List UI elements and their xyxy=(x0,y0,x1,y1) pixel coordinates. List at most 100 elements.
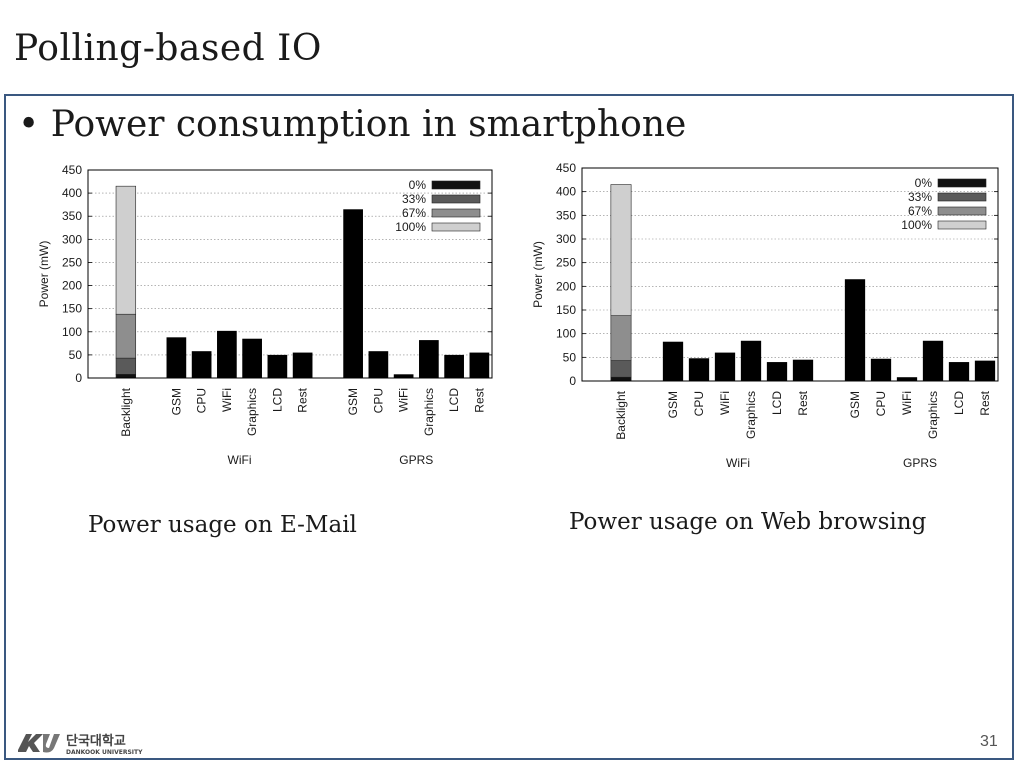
bar xyxy=(844,279,866,381)
y-tick-label: 300 xyxy=(62,232,82,246)
university-logo: 단국대학교 DANKOOK UNIVERSITY xyxy=(18,733,143,756)
dku-emblem-icon xyxy=(18,734,60,753)
legend-swatch xyxy=(431,180,481,190)
page-number: 31 xyxy=(980,733,998,750)
x-category-label: GSM xyxy=(169,388,183,415)
x-category-label: WiFi xyxy=(397,388,411,412)
legend-label: 0% xyxy=(915,176,933,190)
x-category-label: Backlight xyxy=(614,390,628,439)
x-category-label: Rest xyxy=(796,390,810,415)
content-frame xyxy=(4,94,1014,760)
x-category-label: WiFi xyxy=(220,388,234,412)
bar xyxy=(191,351,212,378)
legend-swatch xyxy=(431,208,481,218)
legend-label: 67% xyxy=(908,204,932,218)
bar-segment-33pct xyxy=(115,357,137,375)
y-tick-label: 150 xyxy=(556,303,576,317)
y-axis-title: Power (mW) xyxy=(531,241,545,308)
y-tick-label: 100 xyxy=(62,325,82,339)
y-tick-label: 150 xyxy=(62,302,82,316)
x-category-label: CPU xyxy=(874,391,888,416)
x-category-label: Rest xyxy=(978,390,992,415)
bar-segment-100pct xyxy=(610,184,632,316)
y-tick-label: 100 xyxy=(556,327,576,341)
legend-swatch xyxy=(937,192,987,202)
legend-swatch xyxy=(937,206,987,216)
y-axis-title: Power (mW) xyxy=(37,241,51,308)
plot-frame xyxy=(87,169,493,379)
x-category-label: LCD xyxy=(952,391,966,415)
bar xyxy=(419,340,439,378)
bar xyxy=(974,360,996,381)
x-category-label: GSM xyxy=(666,391,680,418)
bar-segment-0pct xyxy=(115,374,137,379)
web-chart-caption: Power usage on Web browsing xyxy=(569,509,927,535)
y-tick-label: 200 xyxy=(62,279,82,293)
legend-label: 100% xyxy=(901,218,932,232)
x-group-label: WiFi xyxy=(726,456,750,470)
bar xyxy=(166,337,187,378)
bar xyxy=(267,354,288,378)
x-category-label: Rest xyxy=(472,387,486,412)
bar xyxy=(343,209,363,378)
email-power-chart: 0 50 100 150 200 250 300 350 400 450 Power (mW) Bac… xyxy=(37,163,493,467)
x-category-label: LCD xyxy=(770,391,784,415)
legend-swatch xyxy=(431,194,481,204)
bar xyxy=(393,374,414,378)
x-category-label: Backlight xyxy=(119,387,133,436)
x-group-label: WiFi xyxy=(228,453,252,467)
bar xyxy=(368,351,389,378)
x-category-label: CPU xyxy=(195,388,209,413)
bar xyxy=(896,377,918,381)
x-category-label: Graphics xyxy=(926,391,940,439)
y-tick-label: 250 xyxy=(62,255,82,269)
bullet-point: • Power consumption in smartphone xyxy=(18,104,687,145)
legend-label: 33% xyxy=(402,192,426,206)
x-group-label: GPRS xyxy=(399,453,433,467)
legend-swatch xyxy=(431,222,481,232)
y-tick-label: 50 xyxy=(69,348,83,362)
bar xyxy=(870,358,892,381)
logo-english-text: DANKOOK UNIVERSITY xyxy=(66,749,143,756)
y-tick-label: 250 xyxy=(556,256,576,270)
legend-swatch xyxy=(937,178,987,188)
bullet-text: Power consumption in smartphone xyxy=(50,104,687,145)
bar xyxy=(662,341,684,381)
x-category-label: LCD xyxy=(270,388,284,412)
web-power-chart: 0 50 100 150 200 250 300 350 400 450 Power (mW) Bac… xyxy=(531,161,999,470)
bar-segment-67pct xyxy=(610,315,632,361)
bar xyxy=(444,354,464,378)
bar-segment-100pct xyxy=(115,185,137,315)
y-tick-label: 350 xyxy=(62,209,82,223)
bar xyxy=(688,358,710,381)
x-category-label: WiFi xyxy=(718,391,732,415)
x-category-label: Graphics xyxy=(422,388,436,436)
x-category-label: WiFi xyxy=(900,391,914,415)
x-category-label: Graphics xyxy=(245,388,259,436)
bar xyxy=(740,340,762,381)
x-category-label: GSM xyxy=(346,388,360,415)
x-category-label: Graphics xyxy=(744,391,758,439)
y-tick-label: 300 xyxy=(556,232,576,246)
legend-swatch xyxy=(937,220,987,230)
bar xyxy=(714,352,736,381)
bar-segment-67pct xyxy=(115,313,137,359)
y-tick-label: 0 xyxy=(569,374,576,388)
bar-segment-33pct xyxy=(610,360,632,378)
slide-title: Polling-based IO xyxy=(14,28,322,69)
legend-label: 0% xyxy=(409,178,427,192)
y-tick-label: 200 xyxy=(556,279,576,293)
y-tick-label: 400 xyxy=(556,185,576,199)
logo-korean-text: 단국대학교 xyxy=(66,733,126,749)
x-category-label: CPU xyxy=(692,391,706,416)
y-tick-label: 0 xyxy=(75,371,82,385)
bar xyxy=(469,352,490,378)
x-category-label: LCD xyxy=(447,388,461,412)
legend-label: 33% xyxy=(908,190,932,204)
bar xyxy=(766,362,788,381)
bar xyxy=(217,330,237,378)
bar xyxy=(922,340,944,381)
y-tick-label: 350 xyxy=(556,208,576,222)
y-tick-label: 400 xyxy=(62,186,82,200)
legend-label: 67% xyxy=(402,206,426,220)
